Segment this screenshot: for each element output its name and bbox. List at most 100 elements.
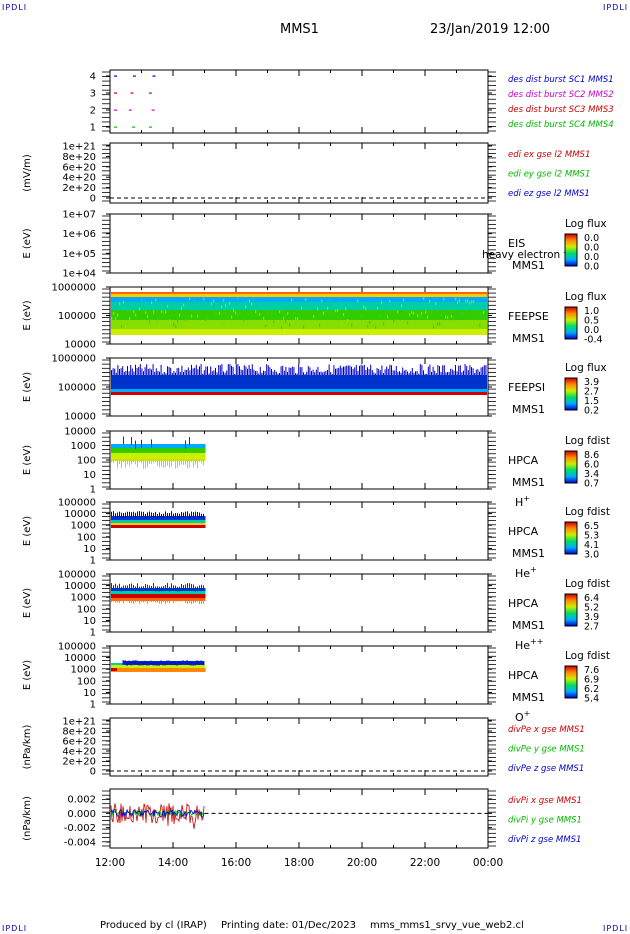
spectrogram-spike: [174, 661, 176, 666]
spectrogram-spike: [183, 459, 184, 465]
y-tick-label: 1000000: [51, 283, 96, 294]
spectrogram-spike: [141, 600, 142, 603]
spectrogram-spike: [197, 600, 198, 602]
spectrogram-noise: [337, 308, 339, 312]
spectrogram-spike: [336, 368, 338, 375]
spectrogram-noise: [139, 307, 141, 311]
spectrogram-spike: [135, 600, 136, 603]
spectrogram-noise: [281, 326, 283, 330]
spacecraft-label: MMS1: [512, 619, 545, 632]
spectrogram-spike: [131, 600, 132, 604]
spectrogram-spike: [133, 459, 134, 463]
spectrogram-noise: [411, 310, 413, 314]
legend-entry: divPi y gse MMS1: [508, 816, 582, 826]
spectrogram-spike: [123, 371, 125, 375]
burst-mark: [148, 92, 152, 94]
spectrogram-spike: [166, 660, 168, 665]
spectrogram-spike: [129, 459, 130, 466]
spectrogram-spike: [439, 366, 440, 375]
spectrogram-spike: [122, 660, 124, 665]
spectrogram-spike: [125, 459, 126, 468]
spectrogram-noise: [321, 299, 323, 303]
spectrogram-spike: [161, 586, 162, 592]
spectrogram-spike: [169, 586, 170, 592]
spectrogram-noise: [143, 304, 145, 308]
spectrogram-spike: [232, 366, 234, 375]
spectrogram-spike: [423, 370, 424, 375]
spectrogram-spike: [421, 364, 423, 375]
spectrogram-spike: [126, 661, 128, 666]
spectrogram-spike: [274, 369, 276, 375]
spectrogram-spike: [158, 661, 160, 666]
spectrogram-spike: [197, 511, 198, 517]
spectrogram-spike: [171, 459, 172, 467]
spectrogram-noise: [433, 325, 435, 329]
spectrogram-spike: [153, 459, 154, 464]
spectrogram-spike: [131, 512, 132, 518]
spectrogram-spike: [123, 459, 124, 463]
spectrogram-noise: [273, 320, 275, 324]
spectrogram-spike: [133, 511, 134, 517]
spectrogram-noise: [375, 325, 377, 329]
spectrogram-spike: [189, 437, 190, 446]
spectrogram-spike: [195, 586, 196, 592]
spectrogram-noise: [165, 310, 167, 314]
y-tick-label: 10000: [64, 509, 96, 520]
spectrogram-spike: [266, 364, 268, 375]
burst-mark: [114, 75, 117, 77]
spectrogram-noise: [443, 297, 445, 301]
spectrogram-spike: [192, 661, 194, 666]
spectrogram-spike: [247, 368, 248, 375]
spectrogram-spike: [119, 459, 120, 465]
spectrogram-noise: [359, 301, 361, 305]
spectrogram-noise: [341, 322, 343, 326]
spectrogram-spike: [256, 370, 258, 375]
spectrogram-noise: [417, 314, 419, 318]
spectrogram-band: [111, 320, 487, 329]
spectrogram-band: [111, 594, 206, 598]
spectrogram-noise: [227, 320, 229, 324]
spectrogram-spike: [123, 436, 124, 445]
y-tick-label: 1000: [71, 521, 96, 532]
spectrogram-spike: [154, 371, 156, 375]
spectrogram-spike: [136, 660, 138, 665]
spectrogram-spike: [275, 371, 277, 375]
spectrogram-spike: [451, 369, 453, 375]
spectrogram-spike: [139, 459, 140, 462]
y-tick-label: 1: [90, 123, 96, 134]
spectrogram-spike: [479, 371, 480, 375]
spectrogram-noise: [121, 325, 123, 329]
spectrogram-spike: [131, 583, 132, 589]
spectrogram-spike: [115, 459, 116, 462]
spectrogram-spike: [153, 583, 154, 589]
y-tick-label: 100000: [58, 570, 96, 581]
spectrogram-spike: [138, 661, 140, 666]
spectrogram-spike: [200, 364, 202, 375]
spectrogram-noise: [435, 302, 437, 306]
spectrogram-noise: [363, 305, 365, 309]
y-tick-label: 6e+20: [62, 162, 96, 173]
spacecraft-label: MMS1: [512, 547, 545, 560]
spectrogram-band: [111, 329, 487, 335]
panel-frame-burst: [109, 69, 489, 134]
spectrogram-band: [111, 665, 206, 668]
spectrogram-spike: [168, 367, 170, 375]
spectrogram-noise: [203, 297, 205, 301]
spectrogram-noise: [323, 311, 325, 315]
spectrogram-spike: [151, 459, 152, 464]
spectrogram-spike: [197, 586, 198, 592]
spectrogram-noise: [467, 299, 469, 303]
spectrogram-spike: [202, 373, 204, 375]
spectrogram-noise: [409, 313, 411, 317]
colorbar: [564, 377, 578, 411]
spectrogram-spike: [171, 511, 172, 517]
spectrogram-spike: [127, 511, 128, 517]
spectrogram-spike: [201, 459, 202, 464]
spectrogram-spike: [183, 600, 184, 602]
instrument-label: HPCA: [508, 597, 539, 610]
spectrogram-noise: [265, 324, 267, 328]
spectrogram-spike: [239, 366, 240, 375]
y-tick-label: 8e+20: [62, 727, 96, 738]
spectrogram-spike: [175, 600, 176, 602]
spectrogram-noise: [469, 301, 471, 305]
